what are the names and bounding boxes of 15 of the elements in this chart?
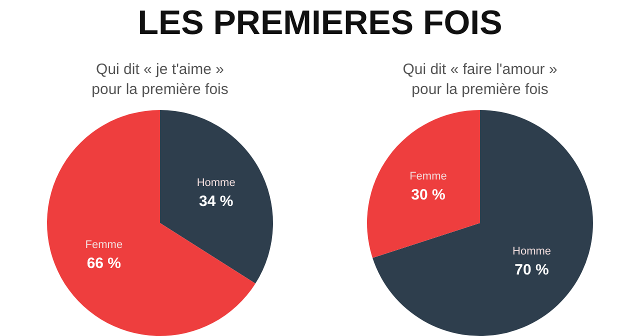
data-label: 30 % [411, 186, 446, 204]
pie-slice [47, 110, 256, 336]
slice-label: Femme [410, 170, 447, 182]
slice-label: Homme [196, 177, 236, 190]
data-label: 70 % [514, 262, 549, 279]
chart-title: Qui dit « faire l'amour » pour la première fois [402, 61, 558, 98]
data-label: 34 % [198, 193, 234, 210]
slice-label: Femme [85, 238, 123, 251]
text: LES PREMIERES FOIS [138, 4, 502, 42]
pie-slice [367, 110, 480, 258]
slice-label: Homme [512, 246, 552, 258]
chart-title: Qui dit « je t'aime » pour la première fois [92, 61, 228, 98]
pie-slice [372, 110, 593, 336]
data-label: 66 % [86, 254, 122, 272]
pie-slice [160, 110, 273, 284]
